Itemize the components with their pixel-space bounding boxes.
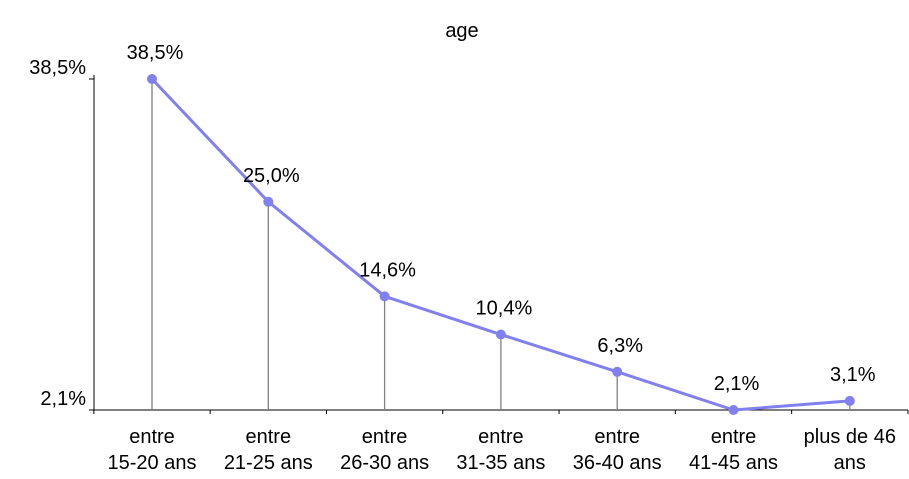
- data-label: 2,1%: [714, 373, 760, 395]
- y-tick-label: 2,1%: [40, 388, 86, 410]
- data-label: 25,0%: [243, 165, 300, 187]
- chart-title: age: [445, 20, 478, 42]
- y-tick-label: 38,5%: [29, 57, 86, 79]
- x-tick-label: 31-35 ans: [456, 452, 545, 474]
- x-tick-label: entre: [478, 426, 524, 448]
- data-label: 14,6%: [359, 259, 416, 281]
- data-label: 3,1%: [830, 364, 876, 386]
- x-tick-label: ans: [834, 452, 866, 474]
- data-point: [728, 405, 739, 415]
- x-tick-label: 21-25 ans: [224, 452, 313, 474]
- x-tick-label: 26-30 ans: [340, 452, 429, 474]
- data-point: [263, 196, 274, 207]
- x-tick-label: plus de 46: [804, 426, 896, 448]
- data-point: [844, 395, 855, 406]
- x-tick-label: 41-45 ans: [689, 452, 778, 474]
- x-tick-label: 15-20 ans: [108, 452, 197, 474]
- data-point: [495, 329, 506, 340]
- x-tick-label: entre: [594, 426, 640, 448]
- data-point: [379, 291, 390, 302]
- data-point: [612, 366, 623, 377]
- data-label: 6,3%: [597, 335, 643, 357]
- data-point: [147, 74, 157, 84]
- x-tick-label: 36-40 ans: [573, 452, 662, 474]
- x-tick-label: entre: [711, 426, 757, 448]
- x-tick-label: entre: [246, 426, 292, 448]
- data-label: 38,5%: [127, 42, 184, 64]
- data-label: 10,4%: [476, 298, 533, 320]
- x-tick-label: entre: [129, 426, 175, 448]
- x-tick-label: entre: [362, 426, 408, 448]
